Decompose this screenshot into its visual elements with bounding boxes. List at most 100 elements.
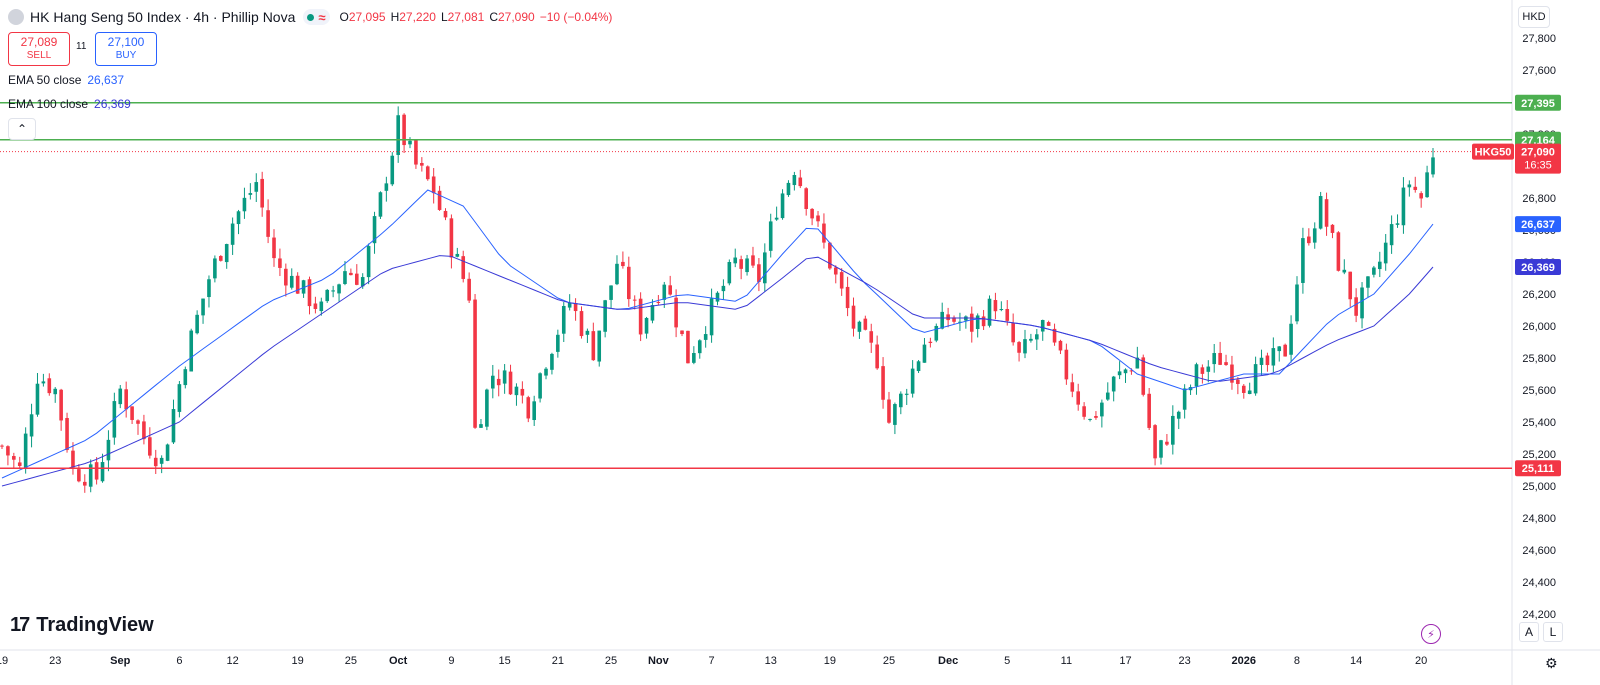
y-tick-label: 24,200 <box>1522 609 1556 621</box>
candle-body <box>1259 357 1264 365</box>
y-tick-label: 24,400 <box>1522 577 1556 589</box>
candle-body <box>1212 353 1217 365</box>
candle-body <box>763 252 767 284</box>
candle-body <box>230 223 235 245</box>
candle-body <box>987 298 992 326</box>
candle-body <box>201 298 205 316</box>
candle-body <box>591 331 596 361</box>
ema-50-legend[interactable]: EMA 50 close 26,637 <box>8 73 124 87</box>
candle-body <box>532 401 536 421</box>
candle-body <box>77 469 81 482</box>
candle-body <box>443 210 448 218</box>
y-tick-label: 25,800 <box>1522 353 1556 365</box>
candle-body <box>272 237 276 259</box>
candle-body <box>1129 370 1134 372</box>
candle-body <box>319 301 324 312</box>
symbol-title[interactable]: HK Hang Seng 50 Index · 4h · Phillip Nov… <box>30 9 296 25</box>
candle-body <box>662 284 667 300</box>
ohlc-low: 27,081 <box>447 10 485 24</box>
auto-scale-button[interactable]: A <box>1519 622 1539 642</box>
candle-body <box>1052 328 1057 343</box>
buy-button[interactable]: 27,100 BUY <box>95 32 157 66</box>
candle-body <box>1206 366 1211 372</box>
candle-body <box>218 256 223 261</box>
candle-body <box>295 275 300 294</box>
x-tick-label: 19 <box>0 655 8 667</box>
candle-body <box>1005 309 1010 321</box>
candle-body <box>828 242 832 269</box>
candle-body <box>183 369 188 386</box>
candle-body <box>384 183 389 191</box>
candle-body <box>774 217 779 220</box>
candle-body <box>402 114 406 146</box>
candle-body <box>248 193 253 195</box>
currency-button[interactable]: HKD <box>1518 6 1550 28</box>
candle-body <box>366 246 371 278</box>
candle-body <box>514 386 519 396</box>
candle-body <box>408 140 412 145</box>
candle-body <box>692 352 696 363</box>
candle-body <box>1277 346 1282 352</box>
candle-body <box>561 305 566 334</box>
candle-body <box>739 259 743 269</box>
log-scale-button[interactable]: L <box>1543 622 1563 642</box>
symbol-tag <box>1472 143 1514 160</box>
market-status-badge[interactable]: ≈ <box>303 9 330 25</box>
candle-body <box>715 292 720 302</box>
candle-body <box>839 272 844 289</box>
candle-body <box>946 314 950 321</box>
candle-body <box>597 330 602 362</box>
candle-body <box>390 155 395 185</box>
candle-body <box>124 389 128 410</box>
candle-body <box>999 309 1004 311</box>
candle-body <box>360 277 365 287</box>
candle-body <box>100 462 105 482</box>
y-tick-label: 26,800 <box>1522 193 1556 205</box>
collapse-legend-button[interactable]: ⌃ <box>8 118 36 140</box>
candle-body <box>1111 376 1116 392</box>
candle-body <box>609 285 613 300</box>
candle-body <box>1342 269 1347 273</box>
bar-countdown-label: 16:35 <box>1524 160 1552 172</box>
candle-body <box>893 404 897 425</box>
candle-body <box>952 317 956 322</box>
candle-body <box>934 325 939 341</box>
chevron-up-icon: ⌃ <box>16 122 28 136</box>
candle-body <box>993 300 998 312</box>
candle-body <box>981 316 986 327</box>
market-open-dot-icon <box>307 13 315 21</box>
x-tick-label: 19 <box>292 655 304 667</box>
candle-body <box>1241 385 1246 393</box>
gear-icon[interactable]: ⚙ <box>1545 655 1558 671</box>
candle-body <box>845 286 850 309</box>
candle-body <box>745 258 749 273</box>
candle-body <box>47 378 52 394</box>
candle-body <box>171 409 176 443</box>
candle-body <box>1324 199 1329 227</box>
candle-body <box>1176 411 1181 419</box>
flash-icon[interactable]: ⚡ <box>1421 624 1441 644</box>
candle-body <box>331 290 335 292</box>
candle-body <box>751 255 755 266</box>
candle-body <box>461 256 466 279</box>
ohlc-close: 27,090 <box>498 10 535 24</box>
candle-body <box>142 421 146 440</box>
ema-100-legend[interactable]: EMA 100 close 26,369 <box>8 97 131 111</box>
x-tick-label: 21 <box>552 655 564 667</box>
candle-body <box>337 284 341 294</box>
candle-body <box>1354 297 1358 316</box>
sell-button[interactable]: 27,089 SELL <box>8 32 70 66</box>
candle-body <box>686 330 690 364</box>
candle-body <box>733 257 738 264</box>
candle-body <box>804 188 808 209</box>
candle-body <box>579 311 584 337</box>
ema-100-value: 26,369 <box>94 97 131 111</box>
candle-body <box>538 373 542 399</box>
candle-body <box>6 446 10 456</box>
x-tick-label: 17 <box>1119 655 1131 667</box>
x-tick-label: 8 <box>1294 655 1300 667</box>
candle-body <box>325 289 330 302</box>
candle-body <box>810 208 814 219</box>
candle-body <box>780 193 785 219</box>
